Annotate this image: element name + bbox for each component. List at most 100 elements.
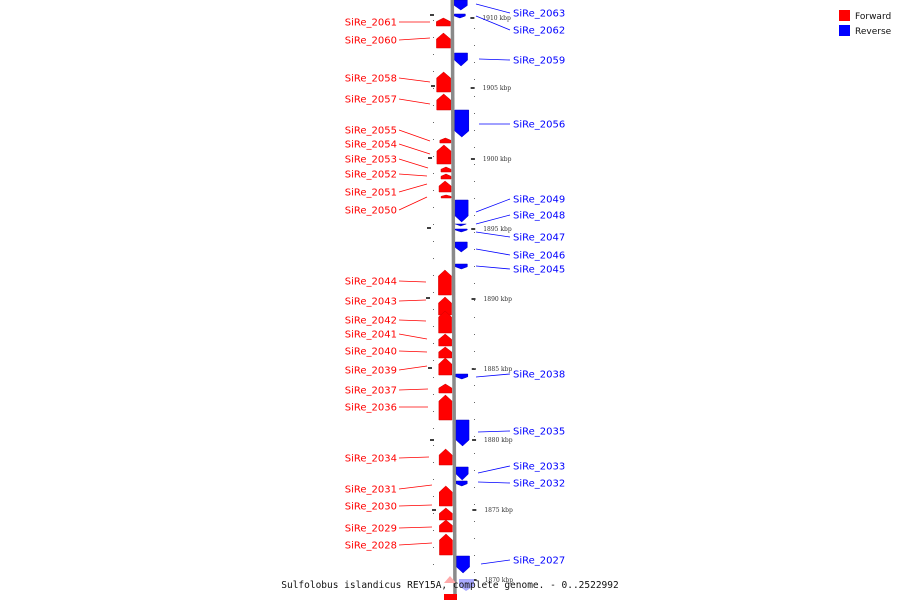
- forward-gene-label[interactable]: SiRe_2040: [345, 347, 397, 358]
- reverse-gene-label[interactable]: SiRe_2056: [513, 120, 565, 131]
- kbp-tick-label: 1875 kbp: [484, 507, 513, 514]
- forward-gene-label[interactable]: SiRe_2042: [345, 316, 397, 327]
- scale-dot: [474, 521, 475, 522]
- scale-dot: [474, 470, 475, 471]
- reverse-gene-arrow[interactable]: [455, 373, 469, 380]
- forward-gene-arrow[interactable]: [439, 507, 453, 521]
- forward-gene-arrow[interactable]: [438, 269, 452, 296]
- reverse-gene-label[interactable]: SiRe_2045: [513, 265, 565, 276]
- scale-dot: [474, 368, 475, 369]
- forward-gene-arrow[interactable]: [439, 519, 453, 533]
- reverse-gene-arrow[interactable]: [455, 263, 468, 270]
- reverse-gene-label[interactable]: SiRe_2038: [513, 370, 565, 381]
- forward-gene-arrow[interactable]: [440, 166, 452, 173]
- reverse-gene-arrow[interactable]: [455, 466, 469, 481]
- reverse-gene-label[interactable]: SiRe_2046: [513, 251, 565, 262]
- reverse-gene-arrow[interactable]: [456, 555, 470, 574]
- reverse-gene-arrow[interactable]: [455, 419, 470, 447]
- scale-dot: [474, 96, 475, 97]
- forward-gene-leader: [398, 299, 427, 302]
- forward-gene-leader: [398, 77, 431, 83]
- legend-swatch: [839, 10, 850, 21]
- legend-label: Reverse: [855, 27, 892, 37]
- forward-gene-label[interactable]: SiRe_2057: [345, 95, 397, 106]
- forward-gene-label[interactable]: SiRe_2061: [345, 18, 397, 29]
- reverse-gene-label[interactable]: SiRe_2035: [513, 427, 565, 438]
- forward-gene-arrow[interactable]: [438, 180, 452, 193]
- forward-gene-label[interactable]: SiRe_2055: [345, 126, 397, 137]
- forward-gene-leader: [398, 280, 427, 283]
- reverse-gene-arrow[interactable]: [455, 223, 467, 227]
- forward-gene-label[interactable]: SiRe_2037: [345, 386, 397, 397]
- reverse-gene-leader: [477, 465, 511, 474]
- reverse-gene-label[interactable]: SiRe_2048: [513, 211, 565, 222]
- reverse-gene-label[interactable]: SiRe_2027: [513, 556, 565, 567]
- forward-gene-arrow[interactable]: [436, 71, 451, 93]
- forward-gene-label[interactable]: SiRe_2054: [345, 140, 397, 151]
- reverse-gene-label[interactable]: SiRe_2047: [513, 233, 565, 244]
- forward-gene-label[interactable]: SiRe_2039: [345, 366, 397, 377]
- scale-dot: [474, 283, 475, 284]
- forward-gene-arrow[interactable]: [438, 448, 453, 466]
- forward-gene-label[interactable]: SiRe_2058: [345, 74, 397, 85]
- forward-gene-label[interactable]: SiRe_2028: [345, 541, 397, 552]
- forward-gene-arrow[interactable]: [440, 173, 452, 180]
- forward-gene-leader: [398, 129, 431, 142]
- forward-gene-arrow[interactable]: [439, 137, 452, 144]
- forward-gene-arrow[interactable]: [436, 144, 452, 165]
- forward-gene-arrow[interactable]: [438, 394, 453, 421]
- reverse-gene-arrow[interactable]: [455, 480, 468, 487]
- forward-gene-label[interactable]: SiRe_2044: [345, 277, 397, 288]
- scale-dot: [474, 572, 475, 573]
- reverse-gene-label[interactable]: SiRe_2062: [513, 26, 565, 37]
- forward-gene-arrow[interactable]: [439, 485, 453, 507]
- scale-dot: [474, 28, 475, 29]
- reverse-gene-leader: [475, 3, 511, 14]
- forward-gene-arrow[interactable]: [438, 383, 453, 394]
- forward-gene-label[interactable]: SiRe_2030: [345, 502, 397, 513]
- forward-gene-label[interactable]: SiRe_2051: [345, 188, 397, 199]
- reverse-gene-label[interactable]: SiRe_2059: [513, 56, 565, 67]
- scale-dot: [433, 122, 434, 123]
- scale-dot: [433, 88, 434, 89]
- scale-dot: [433, 547, 434, 548]
- reverse-gene-arrow[interactable]: [454, 109, 470, 138]
- forward-gene-arrow[interactable]: [438, 346, 452, 359]
- forward-gene-arrow[interactable]: [440, 194, 452, 199]
- forward-gene-arrow[interactable]: [439, 533, 453, 556]
- reverse-gene-arrow[interactable]: [454, 199, 469, 223]
- scale-dot: [474, 436, 475, 437]
- forward-gene-label[interactable]: SiRe_2053: [345, 155, 397, 166]
- forward-gene-label[interactable]: SiRe_2043: [345, 297, 397, 308]
- forward-gene-label[interactable]: SiRe_2060: [345, 36, 397, 47]
- forward-gene-label[interactable]: SiRe_2034: [345, 454, 397, 465]
- forward-gene-arrow[interactable]: [438, 310, 452, 334]
- reverse-gene-arrow[interactable]: [454, 228, 468, 233]
- reverse-gene-arrow[interactable]: [454, 0, 468, 11]
- reverse-gene-label[interactable]: SiRe_2032: [513, 479, 565, 490]
- reverse-gene-arrow[interactable]: [455, 241, 468, 253]
- scale-dot: [474, 317, 475, 318]
- forward-gene-arrow[interactable]: [436, 17, 451, 27]
- forward-gene-label[interactable]: SiRe_2050: [345, 206, 397, 217]
- scale-dot: [433, 241, 434, 242]
- reverse-gene-arrow[interactable]: [454, 52, 468, 67]
- forward-gene-arrow[interactable]: [436, 32, 451, 49]
- scale-dot: [474, 487, 475, 488]
- reverse-gene-label[interactable]: SiRe_2033: [513, 462, 565, 473]
- forward-gene-label[interactable]: SiRe_2041: [345, 330, 397, 341]
- reverse-gene-arrow[interactable]: [454, 13, 466, 19]
- scale-dot: [474, 79, 475, 80]
- forward-gene-label[interactable]: SiRe_2031: [345, 485, 397, 496]
- forward-gene-label[interactable]: SiRe_2036: [345, 403, 397, 414]
- forward-gene-arrow[interactable]: [436, 93, 451, 111]
- scale-dot: [433, 309, 434, 310]
- kbp-tick-label: 1870 kbp: [485, 577, 514, 584]
- reverse-gene-label[interactable]: SiRe_2063: [513, 9, 565, 20]
- forward-gene-arrow[interactable]: [438, 357, 453, 376]
- forward-gene-arrow[interactable]: [438, 333, 452, 347]
- forward-gene-label[interactable]: SiRe_2029: [345, 524, 397, 535]
- reverse-gene-label[interactable]: SiRe_2049: [513, 195, 565, 206]
- scale-dot: [474, 351, 475, 352]
- forward-gene-label[interactable]: SiRe_2052: [345, 170, 397, 181]
